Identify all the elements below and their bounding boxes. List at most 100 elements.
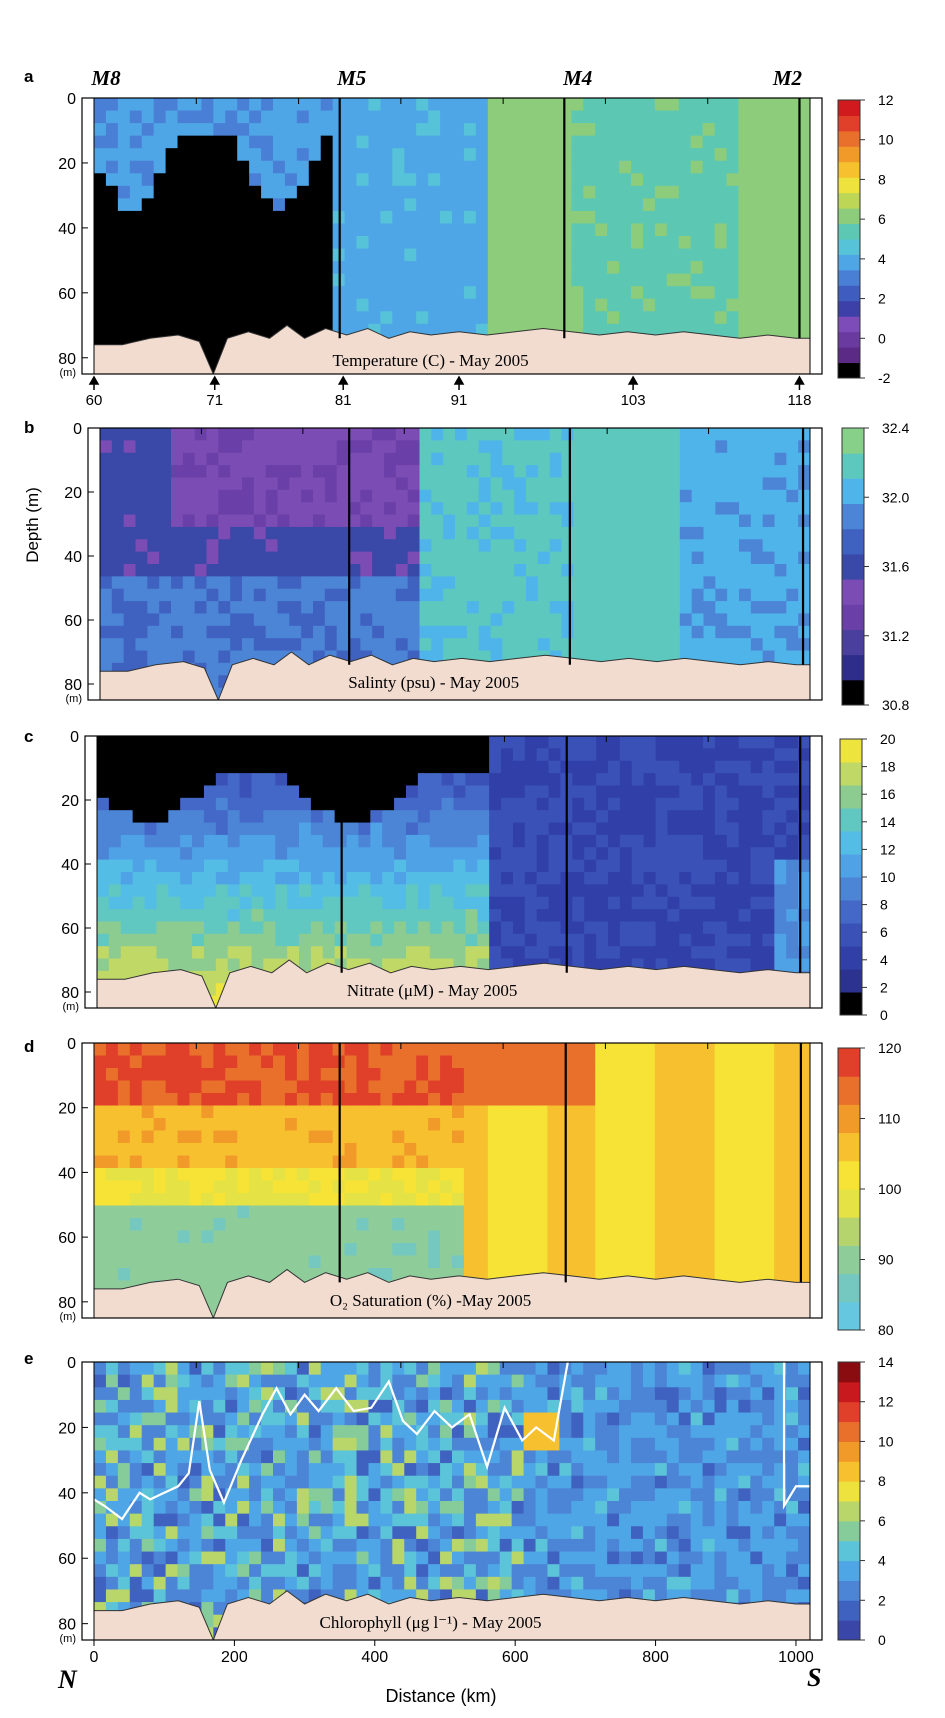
field-d [94,1043,810,1318]
colorbar-swatch [838,1501,860,1522]
colorbar-tick-label: 2 [878,1592,886,1608]
colorbar-swatch [838,1189,860,1218]
colorbar-tick-label: 20 [880,731,896,747]
panel-frame [84,735,823,1009]
depth-tick-label: 20 [58,1101,76,1118]
colorbar-tick-label: 14 [878,1354,894,1370]
north-label: N [57,1665,78,1694]
colorbar-tick-label: 2 [878,291,886,307]
colorbar-swatch [838,1560,860,1581]
colorbar-tick-label: 0 [880,1007,888,1023]
panel-letter: b [24,418,34,437]
colorbar-swatch [840,785,862,809]
colorbar-tick-label: 4 [878,251,886,267]
distance-tick-label: 0 [90,1649,99,1666]
depth-tick-label: 40 [58,221,76,238]
seafloor [100,651,810,700]
depth-tick-label: 80 [58,1617,76,1634]
colorbar-swatch [838,1580,860,1601]
colorbar-swatch [838,115,860,132]
panel-frame [81,97,823,375]
colorbar-swatch [840,900,862,924]
colorbar-swatch [838,239,860,255]
depth-tick-label: 0 [67,1355,76,1372]
depth-tick-label: 0 [67,91,76,108]
colorbar-tick-label: 6 [878,211,886,227]
mixed-layer-line-south [782,1362,810,1510]
colorbar-swatch [840,739,862,763]
station-arrow-icon [337,375,349,390]
colorbar-swatch [842,503,864,530]
colorbar-swatch [838,1620,860,1641]
distance-tick-label: 1000 [778,1649,814,1666]
panel-caption: Salinty (psu) - May 2005 [348,673,519,692]
colorbar-tick-label: 110 [878,1111,901,1127]
colorbar-tick-label: 6 [880,924,888,940]
colorbar-tick-label: 8 [880,897,888,913]
station-arrow-icon [794,375,805,390]
colorbar-swatch [838,316,860,333]
distance-tick-label: 200 [221,1649,248,1666]
depth-tick-label: 40 [58,1165,76,1182]
depth-tick-label: 60 [64,613,82,630]
colorbar-tick-label: 0 [878,330,886,346]
colorbar-swatch [840,946,862,970]
depth-unit: (m) [60,1311,77,1323]
panel-letter: e [24,1349,33,1368]
colorbar-tick-label: 8 [878,171,886,187]
station-arrow-icon [627,375,639,390]
colorbar-swatch [840,854,862,878]
depth-tick-label: 0 [73,421,82,438]
panel-frame [81,1361,823,1641]
depth-tick-label: 60 [58,1230,76,1247]
colorbar-tick-label: 31.6 [882,559,909,575]
panel-b: b 0 20 40 60 80(m) Salinty (psu) - May 2005 32.… [24,418,909,713]
colorbar-swatch [838,1481,860,1502]
depth-unit: (m) [63,1001,80,1013]
station-label: M8 [90,66,121,90]
colorbar-swatch [842,679,864,706]
colorbar-tick-label: 90 [878,1252,894,1268]
distance-tick-label: 600 [502,1649,529,1666]
colorbar-swatch [838,223,860,240]
colorbar-tick-label: 8 [878,1473,886,1489]
colorbar-swatch [838,331,860,348]
seafloor [97,959,810,1008]
panel-frame [81,1042,823,1319]
colorbar-swatch [838,146,860,163]
colorbar-swatch [842,629,864,656]
colorbar-swatch [838,300,860,317]
colorbar-swatch [838,362,860,379]
colorbar-tick-label: 6 [878,1513,886,1529]
colorbar-swatch [842,604,864,630]
colorbar-swatch [840,969,862,993]
depth-tick-label: 40 [64,549,82,566]
field-b [100,428,810,700]
colorbar-swatch [838,1441,860,1462]
colorbar-tick-label: 10 [878,1433,894,1449]
colorbar-tick-label: 14 [880,814,896,830]
colorbar-swatch [838,1217,860,1246]
depth-tick-label: 20 [58,156,76,173]
colorbar-swatch [838,100,860,116]
colorbar-swatch [838,285,860,302]
colorbar-tick-label: 12 [878,1394,894,1410]
colorbar: 120 110 100 90 80 [837,1040,902,1338]
depth-tick-label: 40 [61,857,79,874]
colorbar-tick-label: 80 [878,1322,894,1338]
mixed-layer-line [94,1362,569,1521]
depth-tick-label: 80 [58,351,76,368]
colorbar-swatch [840,877,862,901]
colorbar-tick-label: 30.8 [882,697,909,713]
colorbar-tick-label: 0 [878,1632,886,1648]
colorbar-swatch [842,553,864,580]
depth-tick-label: 60 [61,921,79,938]
colorbar-tick-label: 100 [878,1181,902,1197]
depth-tick-label: 60 [58,286,76,303]
colorbar-swatch [838,1540,860,1562]
station-number: 81 [335,392,352,409]
